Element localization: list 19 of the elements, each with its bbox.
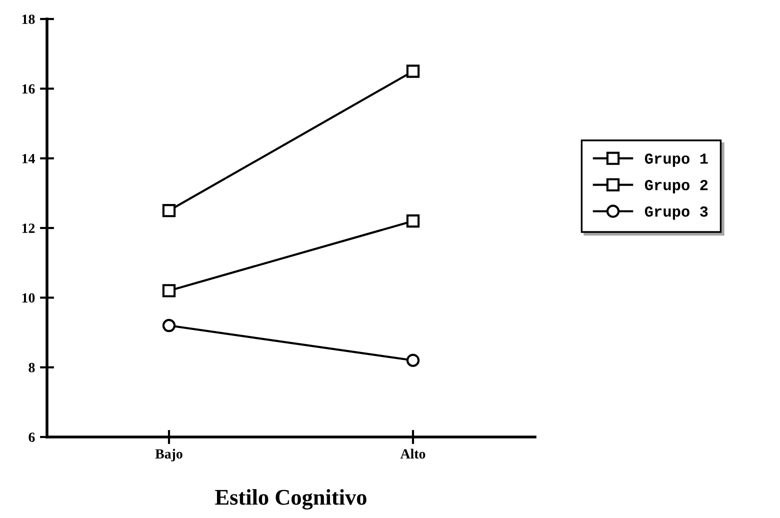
point bbox=[162, 284, 176, 298]
legend-label: Grupo 1 bbox=[644, 153, 708, 167]
y-tick-label: 14 bbox=[22, 154, 35, 164]
point bbox=[162, 204, 176, 218]
x-tick-label: Alto bbox=[400, 448, 426, 459]
y-tick-label: 16 bbox=[22, 84, 35, 94]
point bbox=[406, 64, 420, 78]
y-tick-label: 10 bbox=[22, 293, 35, 303]
point bbox=[406, 354, 420, 367]
x-tick-label: Bajo bbox=[155, 448, 182, 462]
y-tick-label: 12 bbox=[22, 224, 35, 233]
point bbox=[162, 318, 176, 332]
x-axis-title: Estilo Cognitivo bbox=[215, 489, 366, 510]
legend-label: Grupo 2 bbox=[644, 180, 708, 194]
y-tick-label: 6 bbox=[28, 432, 35, 442]
y-tick-label: 8 bbox=[28, 362, 35, 372]
y-tick-label: 18 bbox=[22, 14, 35, 24]
point bbox=[406, 214, 420, 228]
legend-label: Grupo 3 bbox=[644, 206, 708, 220]
